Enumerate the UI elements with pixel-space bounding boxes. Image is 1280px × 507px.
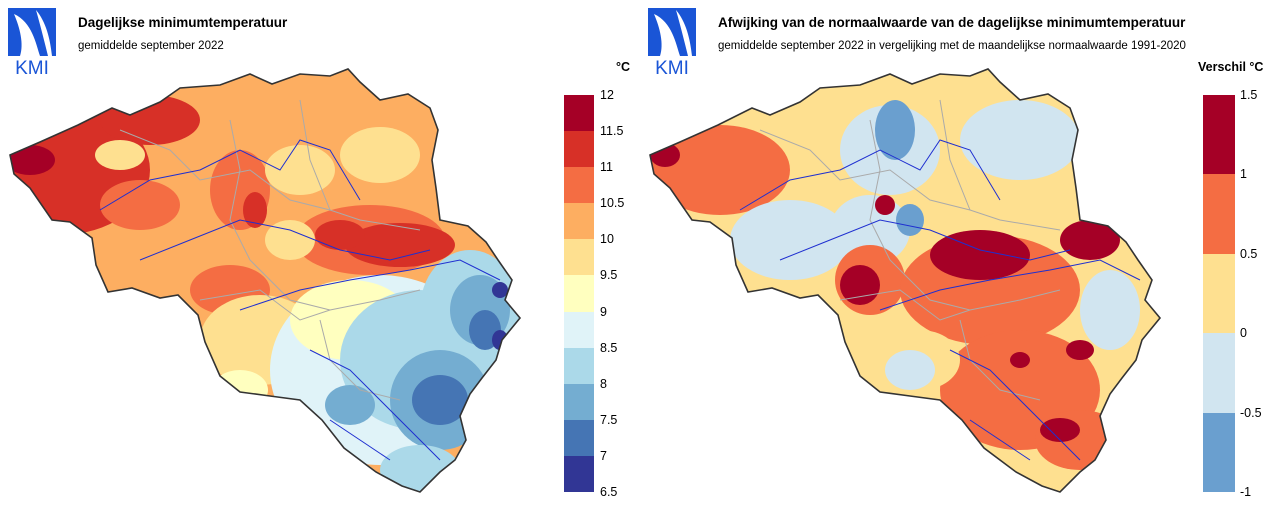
legend-tick-label: 11 bbox=[600, 160, 613, 175]
color-legend bbox=[1203, 95, 1235, 492]
svg-text:KMI: KMI bbox=[655, 58, 689, 76]
legend-swatch bbox=[564, 347, 594, 384]
svg-text:KMI: KMI bbox=[15, 58, 49, 76]
legend-unit: °C bbox=[616, 60, 631, 74]
kmi-logo: KMI bbox=[648, 8, 696, 76]
panel-temperature-anomaly: KMI Afwijking van de normaalwaarde van d… bbox=[640, 0, 1280, 507]
belgium-temperature-map bbox=[9, 68, 521, 493]
map-title: Afwijking van de normaalwaarde van de da… bbox=[718, 15, 1186, 30]
legend-tick-label: -0.5 bbox=[1240, 405, 1262, 420]
kmi-logo: KMI bbox=[8, 8, 56, 76]
legend-tick-label: 10.5 bbox=[600, 196, 625, 211]
legend-swatch bbox=[564, 455, 594, 492]
legend-tick-label: 12 bbox=[600, 88, 614, 102]
map-subtitle: gemiddelde september 2022 bbox=[78, 40, 224, 52]
legend-tick-label: 7.5 bbox=[600, 412, 618, 427]
panel-minimum-temperature: KMI Dagelijkse minimumtemperatuur gemidd… bbox=[8, 8, 631, 499]
legend-swatch bbox=[564, 383, 594, 420]
legend-swatch bbox=[564, 419, 594, 456]
legend-swatch bbox=[564, 167, 594, 204]
legend-swatch bbox=[1203, 174, 1235, 254]
legend-tick-label: 11.5 bbox=[600, 124, 624, 139]
legend-tick-label: -1 bbox=[1240, 485, 1252, 499]
legend-tick-label: 0.5 bbox=[1240, 246, 1258, 261]
legend-tick-label: 8 bbox=[600, 376, 607, 391]
color-legend bbox=[564, 95, 594, 492]
legend-swatch bbox=[564, 239, 594, 276]
legend-tick-label: 8.5 bbox=[600, 340, 618, 355]
legend-swatch bbox=[564, 131, 594, 168]
legend-tick-label: 7 bbox=[600, 448, 607, 463]
belgium-anomaly-map bbox=[649, 68, 1161, 493]
legend-tick-label: 10 bbox=[600, 232, 614, 247]
legend-swatch bbox=[1203, 95, 1235, 175]
map-subtitle: gemiddelde september 2022 in vergelijkin… bbox=[718, 40, 1186, 52]
legend-unit: Verschil °C bbox=[1198, 60, 1264, 74]
legend-tick-label: 9 bbox=[600, 304, 607, 319]
legend-swatch bbox=[1203, 253, 1235, 334]
legend-swatch bbox=[564, 95, 594, 132]
legend-tick-label: 6.5 bbox=[600, 485, 618, 499]
legend-tick-label: 1.5 bbox=[1240, 88, 1258, 102]
legend-swatch bbox=[564, 311, 594, 348]
legend-tick-label: 0 bbox=[1240, 326, 1247, 341]
legend-swatch bbox=[564, 275, 594, 312]
legend-swatch bbox=[564, 203, 594, 240]
legend-swatch bbox=[1203, 333, 1235, 413]
legend-tick-label: 9.5 bbox=[600, 268, 618, 283]
map-title: Dagelijkse minimumtemperatuur bbox=[78, 15, 288, 30]
legend-tick-label: 1 bbox=[1240, 167, 1247, 182]
legend-swatch bbox=[1203, 412, 1235, 492]
